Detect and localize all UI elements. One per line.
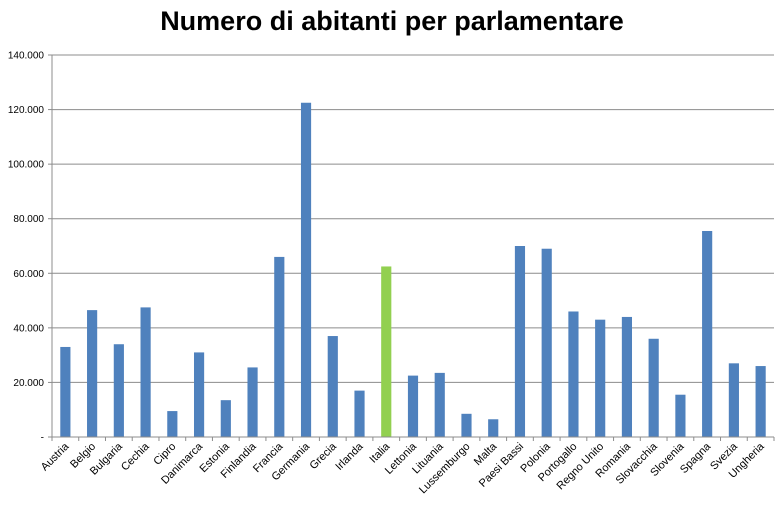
y-tick-label: - <box>41 433 44 444</box>
y-tick-label: 80.000 <box>13 214 44 225</box>
bar-francia <box>274 256 285 437</box>
x-tick-label: Grecia <box>307 440 339 472</box>
y-tick-label: 60.000 <box>13 269 44 280</box>
bar-portogallo <box>568 311 579 437</box>
bar-danimarca <box>193 352 205 437</box>
bar-irlanda <box>354 390 365 437</box>
bar-cipro <box>167 411 178 437</box>
bar-paesi-bassi <box>514 246 526 437</box>
bar-slovacchia <box>648 338 659 437</box>
bar-belgio <box>87 310 98 437</box>
y-tick-label: 140.000 <box>8 51 45 62</box>
bar-slovenia <box>675 394 686 437</box>
bar-italia <box>381 266 392 437</box>
gridlines <box>52 54 774 383</box>
bar-lituania <box>434 372 445 437</box>
bars <box>60 102 766 437</box>
bar-finlandia <box>247 367 258 437</box>
bar-lettonia <box>407 375 419 437</box>
bar-romania <box>621 316 633 437</box>
bar-regno-unito <box>595 319 606 437</box>
bar-ungheria <box>755 366 766 437</box>
bar-estonia <box>220 400 231 437</box>
bar-grecia <box>327 336 338 437</box>
x-tick-label: Irlanda <box>333 440 366 473</box>
axes <box>51 55 774 438</box>
bar-malta <box>488 419 499 437</box>
chart-title: Numero di abitanti per parlamentare <box>160 6 624 36</box>
bar-bulgaria <box>113 344 124 437</box>
bar-spagna <box>702 230 713 437</box>
y-tick-label: 100.000 <box>8 160 45 171</box>
y-tick-label: 120.000 <box>8 105 45 116</box>
bar-lussemburgo <box>461 413 472 437</box>
bar-cechia <box>140 307 151 437</box>
bar-germania <box>300 102 312 437</box>
y-tick-label: 20.000 <box>13 378 44 389</box>
bar-polonia <box>541 248 552 437</box>
y-axis-ticks: - 20.000 40.000 60.000 80.000 100.000 120.000 1… <box>8 51 52 444</box>
y-tick-label: 40.000 <box>13 323 44 334</box>
x-tick-label: Austria <box>39 440 72 473</box>
bar-svezia <box>728 363 739 437</box>
bar-austria <box>60 346 71 437</box>
x-tick-label: Cechia <box>119 440 152 473</box>
x-tick-label: Spagna <box>678 440 714 476</box>
